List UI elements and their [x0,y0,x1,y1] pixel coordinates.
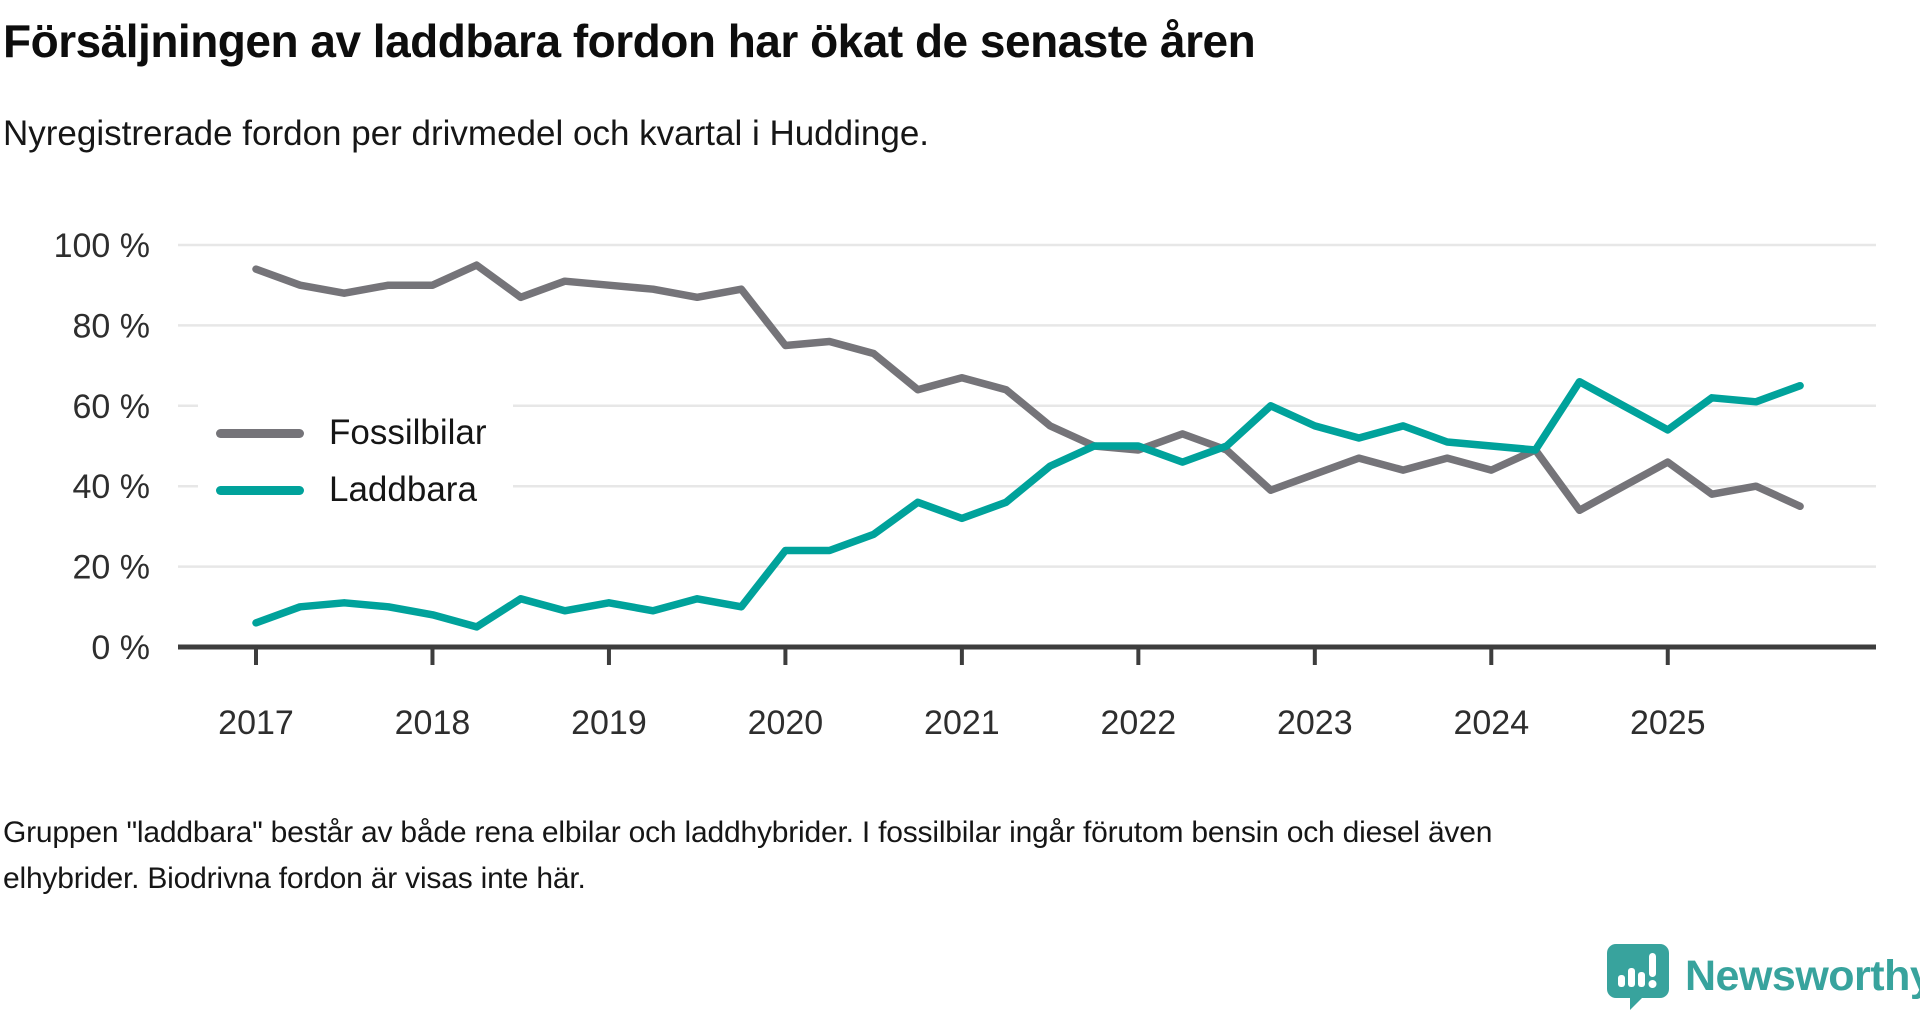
page-subtitle: Nyregistrerade fordon per drivmedel och … [3,114,930,153]
footnote: Gruppen "laddbara" består av både rena e… [3,816,1493,895]
x-axis-year-label: 2022 [1101,704,1177,742]
x-axis-year-label: 2020 [748,704,824,742]
legend-swatch-laddbara [216,485,304,495]
series-line-laddbara [252,377,1804,631]
newsworthy-logo-text: Newsworthy [1685,951,1920,1000]
bar-chart-speech-bubble-icon [1607,944,1669,1010]
series-line-fossilbilar [252,261,1804,515]
newsworthy-logo: Newsworthy [1606,942,1920,1010]
legend-label-fossilbilar: Fossilbilar [329,413,487,452]
x-axis-year-label: 2021 [924,704,1000,742]
x-axis-year-label: 2024 [1453,704,1529,742]
legend-swatch-fossilbilar [216,428,304,438]
legend-item-fossilbilar: Fossilbilar [216,413,487,453]
y-axis-tick-label: 100 % [54,227,150,265]
x-axis-year-label: 2018 [395,704,471,742]
x-axis-year-label: 2023 [1277,704,1353,742]
legend-label-laddbara: Laddbara [329,470,477,509]
y-axis-tick-label: 20 % [73,549,151,587]
x-axis-year-label: 2019 [571,704,647,742]
x-axis-year-label: 2025 [1630,704,1706,742]
y-axis-tick-label: 0 % [91,629,150,667]
legend-item-laddbara: Laddbara [216,470,487,510]
y-axis-tick-label: 60 % [73,388,151,426]
y-axis-tick-label: 40 % [73,468,151,506]
y-axis-tick-label: 80 % [73,307,151,345]
page-title: Försäljningen av laddbara fordon har öka… [3,15,1256,67]
legend: Fossilbilar Laddbara [198,399,513,524]
x-axis-year-label: 2017 [218,704,294,742]
